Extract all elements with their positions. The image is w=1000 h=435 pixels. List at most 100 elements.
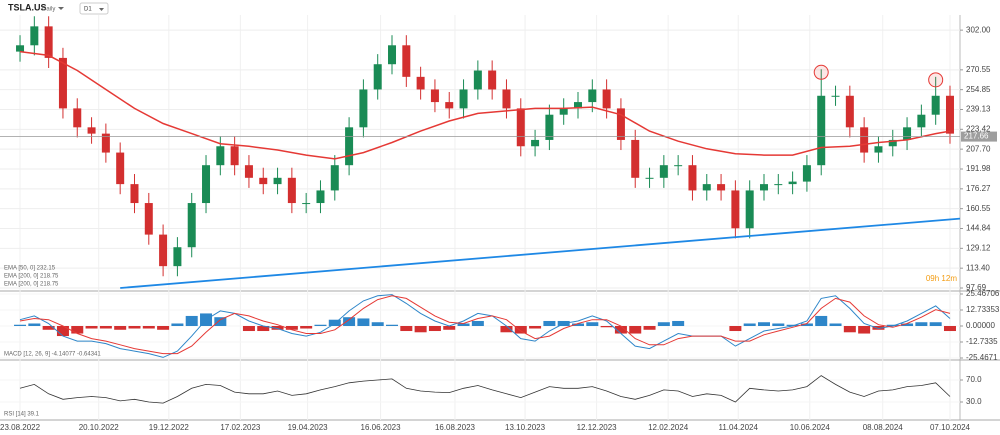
x-tick-label: 10.06.2024 <box>790 423 831 432</box>
candle-body <box>559 108 568 115</box>
candle-body <box>173 247 182 267</box>
candle-body <box>216 146 225 166</box>
y-tick-label: 25.46706 <box>966 289 1000 298</box>
y-tick-label: 70.0 <box>966 375 982 384</box>
candle-body <box>659 165 668 178</box>
current-price-label: 217.66 <box>964 132 989 141</box>
candle-body <box>845 95 854 128</box>
indicator-label: EMA [50, 0] 232.15 <box>4 266 56 272</box>
histogram-bar <box>586 322 599 326</box>
candle-body <box>87 127 96 134</box>
histogram-bar <box>300 325 313 329</box>
x-tick-label: 19.04.2023 <box>288 423 329 432</box>
candle-body <box>44 26 53 58</box>
candle-body <box>588 89 597 103</box>
histogram-bar <box>357 318 370 326</box>
candle-body <box>330 165 339 191</box>
y-tick-label: 129.12 <box>966 243 991 252</box>
histogram-bar <box>214 317 227 326</box>
histogram-bar <box>386 324 399 326</box>
histogram-bar <box>657 322 670 326</box>
symbol: TSLA.US <box>8 2 47 12</box>
candle-body <box>874 146 883 153</box>
candle-body <box>731 190 740 229</box>
x-tick-label: 12.02.2024 <box>648 423 689 432</box>
histogram-bar <box>171 323 184 326</box>
histogram-bar <box>858 325 871 334</box>
candle-body <box>459 89 468 109</box>
candle-body <box>144 203 153 235</box>
candle-body <box>73 108 82 128</box>
histogram-bar <box>371 322 384 326</box>
candle-body <box>58 57 67 109</box>
macd-line <box>19 295 951 355</box>
histogram-bar <box>85 325 98 329</box>
ema-line <box>19 50 951 160</box>
y-tick-label: 0.00000 <box>966 321 995 330</box>
y-tick-label: 270.55 <box>966 65 991 74</box>
x-tick-label: 08.08.2024 <box>863 423 904 432</box>
indicator-label: RSI [14] 39.1 <box>4 412 40 418</box>
histogram-bar <box>457 323 470 326</box>
candle-body <box>602 89 611 109</box>
candle-body <box>230 146 239 166</box>
candle-body <box>101 133 110 153</box>
histogram-bar <box>42 325 55 330</box>
candle-body <box>574 102 583 109</box>
x-tick-label: 07.10.2024 <box>930 423 971 432</box>
candle-body <box>430 89 439 103</box>
x-tick-label: 13.10.2023 <box>505 423 546 432</box>
candle-body <box>616 108 625 140</box>
histogram-bar <box>128 325 141 329</box>
candle-body <box>674 165 683 167</box>
candle-body <box>717 184 726 191</box>
candle-body <box>159 234 168 267</box>
histogram-bar <box>729 325 742 332</box>
histogram-bar <box>514 325 527 334</box>
trendline <box>120 217 961 289</box>
candle-body <box>202 165 211 204</box>
candle-body <box>273 177 282 185</box>
histogram-bar <box>157 325 170 330</box>
candle-body <box>831 95 840 97</box>
histogram-bar <box>414 325 427 333</box>
candle-body <box>416 76 425 90</box>
x-tick-label: 11.04.2024 <box>719 423 759 432</box>
histogram-bar <box>71 325 84 334</box>
histogram-bar <box>643 325 656 330</box>
candle-body <box>702 184 711 191</box>
y-tick-label: 302.00 <box>966 25 991 34</box>
histogram-bar <box>28 323 41 326</box>
y-tick-label: 207.70 <box>966 144 991 153</box>
candle-body <box>30 26 39 46</box>
y-tick-label: 12.73353 <box>966 305 1000 314</box>
histogram-bar <box>886 324 899 326</box>
candle-body <box>244 165 253 178</box>
histogram-bar <box>529 325 542 329</box>
histogram-bar <box>786 324 799 326</box>
x-tick-label: 16.06.2023 <box>361 423 402 432</box>
highlight-circle <box>928 72 944 88</box>
candle-body <box>473 70 482 90</box>
candle-body <box>502 89 511 109</box>
indicator-label: EMA [200, 0] 218.75 <box>4 282 59 288</box>
candle-body <box>788 181 797 185</box>
candle-body <box>345 127 354 166</box>
y-tick-label: 97.69 <box>966 283 987 292</box>
histogram-bar <box>443 325 456 330</box>
candle-body <box>531 139 540 147</box>
symbol-dropdown[interactable] <box>58 7 64 10</box>
candle-body <box>359 89 368 128</box>
candle-body <box>373 64 382 90</box>
candle-body <box>802 165 811 182</box>
y-tick-label: 254.85 <box>966 85 991 94</box>
histogram-bar <box>285 325 298 330</box>
x-tick-label: 19.12.2022 <box>149 423 190 432</box>
candle-body <box>130 184 139 204</box>
histogram-bar <box>829 323 842 326</box>
candle-body <box>774 184 783 186</box>
histogram-bar <box>314 324 327 326</box>
timeframe-select[interactable] <box>79 2 109 15</box>
y-tick-label: 30.0 <box>966 397 982 406</box>
